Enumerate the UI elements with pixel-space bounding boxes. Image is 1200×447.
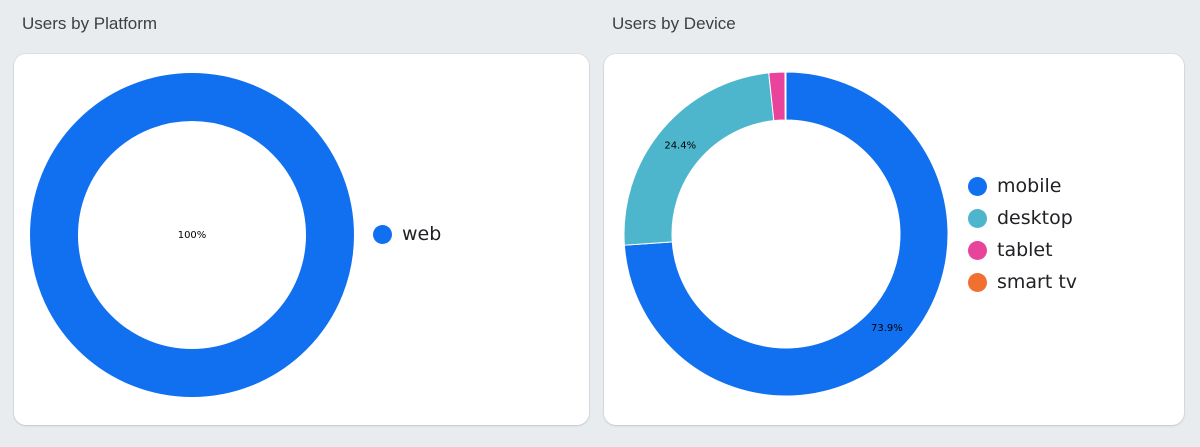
legend-label-smart-tv: smart tv: [997, 271, 1078, 293]
device-legend: mobile desktop tablet smart tv: [968, 170, 1077, 298]
slice-label-desktop: 24.4%: [664, 140, 696, 151]
slice-smart-tv[interactable]: [784, 71, 787, 121]
legend-item-desktop[interactable]: desktop: [968, 202, 1077, 234]
device-donut-chart: 73.9% 24.4%: [623, 71, 949, 397]
platform-donut-chart: 100%: [30, 73, 354, 397]
legend-swatch-mobile: [968, 176, 987, 196]
platform-legend: web: [373, 218, 441, 250]
legend-swatch-web: [373, 224, 392, 244]
slice-label-web: 100%: [178, 230, 207, 241]
slice-label-mobile: 73.9%: [871, 323, 903, 334]
legend-label-tablet: tablet: [997, 239, 1053, 261]
legend-swatch-smart-tv: [968, 272, 987, 292]
legend-swatch-tablet: [968, 240, 987, 260]
legend-item-smart-tv[interactable]: smart tv: [968, 266, 1077, 298]
slice-desktop[interactable]: [623, 72, 775, 246]
legend-swatch-desktop: [968, 208, 987, 228]
slice-web[interactable]: [30, 73, 354, 397]
legend-label-web: web: [402, 223, 442, 245]
platform-chart-title: Users by Platform: [22, 14, 158, 33]
legend-label-desktop: desktop: [997, 207, 1073, 229]
legend-item-tablet[interactable]: tablet: [968, 234, 1077, 266]
platform-chart-card: 100% web: [14, 54, 589, 425]
legend-item-mobile[interactable]: mobile: [968, 170, 1077, 202]
slice-mobile[interactable]: [623, 71, 949, 397]
legend-label-mobile: mobile: [997, 175, 1062, 197]
device-chart-card: 73.9% 24.4% mobile desktop tablet smart tv: [604, 54, 1184, 425]
legend-item-web[interactable]: web: [373, 218, 441, 250]
device-chart-title: Users by Device: [612, 14, 736, 33]
